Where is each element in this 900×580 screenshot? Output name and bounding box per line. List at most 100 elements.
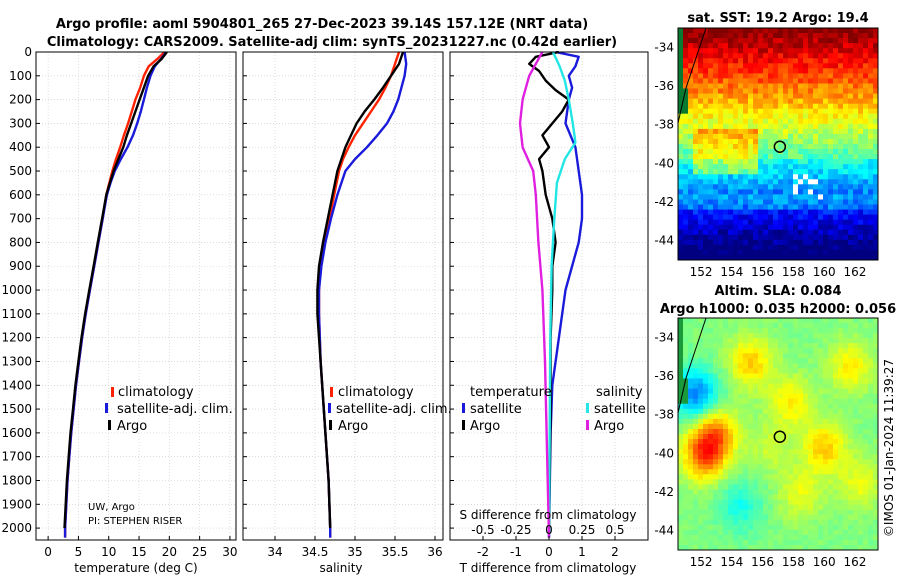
map-cell [688, 103, 694, 110]
map-cell [788, 189, 794, 195]
map-cell [718, 545, 724, 551]
map-cell [773, 53, 779, 59]
map-cell [783, 159, 789, 165]
map-cell [733, 244, 739, 251]
map-cell [813, 338, 819, 344]
map-cell [738, 348, 744, 354]
map-cell [688, 368, 694, 374]
map-cell [693, 514, 699, 521]
map-cell [698, 464, 704, 470]
map-cell [868, 519, 874, 526]
map-cell [763, 434, 769, 440]
map-cell [733, 214, 739, 221]
map-cell [713, 103, 719, 110]
map-cell [833, 363, 839, 369]
map-cell [798, 388, 804, 395]
map-cell [833, 454, 839, 460]
map-cell [753, 209, 759, 216]
map-cell [858, 204, 864, 210]
map-cell [778, 33, 784, 39]
map-cell [738, 184, 744, 190]
map-cell [733, 323, 739, 329]
map-cell [798, 239, 804, 246]
map-cell [813, 393, 819, 400]
map-cell [808, 199, 814, 205]
map-cell [698, 363, 704, 369]
map-cell [698, 169, 704, 175]
map-cell [758, 128, 764, 135]
map-cell [843, 169, 849, 175]
legend-s-argo-swatch [586, 420, 589, 430]
map-cell [738, 514, 744, 521]
map-cell [853, 408, 859, 415]
map-cell [823, 539, 829, 546]
map-cell [738, 413, 744, 420]
map-cell [768, 209, 774, 216]
map-cell [748, 189, 754, 195]
map-cell [713, 368, 719, 374]
map-cell [718, 255, 724, 261]
map-cell [833, 239, 839, 246]
map-cell [678, 439, 684, 445]
map-cell [753, 373, 759, 379]
map-cell [818, 199, 824, 205]
map-cell [703, 199, 709, 205]
map-cell [823, 38, 829, 44]
map-cell [788, 83, 794, 89]
map-cell [763, 189, 769, 195]
map-cell [728, 219, 734, 226]
map-cell [713, 204, 719, 210]
map-cell [823, 454, 829, 460]
map-cell [848, 368, 854, 374]
map-cell [703, 88, 709, 94]
map-cell [718, 363, 724, 369]
map-lon-label: 152 [690, 265, 713, 279]
map-cell [693, 28, 699, 34]
map-cell [728, 123, 734, 130]
map-cell [823, 164, 829, 170]
map-cell [683, 68, 689, 74]
map-cell [713, 214, 719, 221]
map-cell [748, 139, 754, 145]
map-cell [733, 118, 739, 125]
map-cell [838, 413, 844, 420]
map-cell [723, 154, 729, 160]
map-cell [763, 249, 769, 256]
map-cell [743, 144, 749, 150]
map-cell [758, 348, 764, 354]
map-cell [818, 368, 824, 374]
map-cell [718, 244, 724, 251]
map-cell [828, 449, 834, 455]
map-cell [753, 353, 759, 359]
map-cell [788, 28, 794, 34]
map-cell [798, 179, 804, 185]
map-cell [813, 83, 819, 89]
map-cell [678, 434, 684, 440]
map-cell [823, 139, 829, 145]
map-cell [708, 98, 714, 105]
map-cell [693, 368, 699, 374]
map-cell [683, 373, 689, 379]
map-cell [813, 93, 819, 100]
map-cell [708, 144, 714, 150]
map-cell [763, 58, 769, 64]
map-cell [728, 529, 734, 536]
map-cell [708, 58, 714, 64]
map-cell [858, 509, 864, 516]
map-cell [733, 128, 739, 135]
map-cell [848, 58, 854, 64]
map-cell [753, 83, 759, 89]
map-cell [763, 204, 769, 210]
map-cell [743, 43, 749, 49]
map-cell [833, 93, 839, 100]
map-cell [698, 144, 704, 150]
map-cell [768, 169, 774, 175]
map-cell [818, 348, 824, 354]
map-cell [718, 398, 724, 405]
map-cell [743, 169, 749, 175]
map-cell [758, 249, 764, 256]
map-cell [818, 249, 824, 256]
map-cell [848, 179, 854, 185]
map-cell [788, 123, 794, 130]
map-cell [808, 373, 814, 379]
